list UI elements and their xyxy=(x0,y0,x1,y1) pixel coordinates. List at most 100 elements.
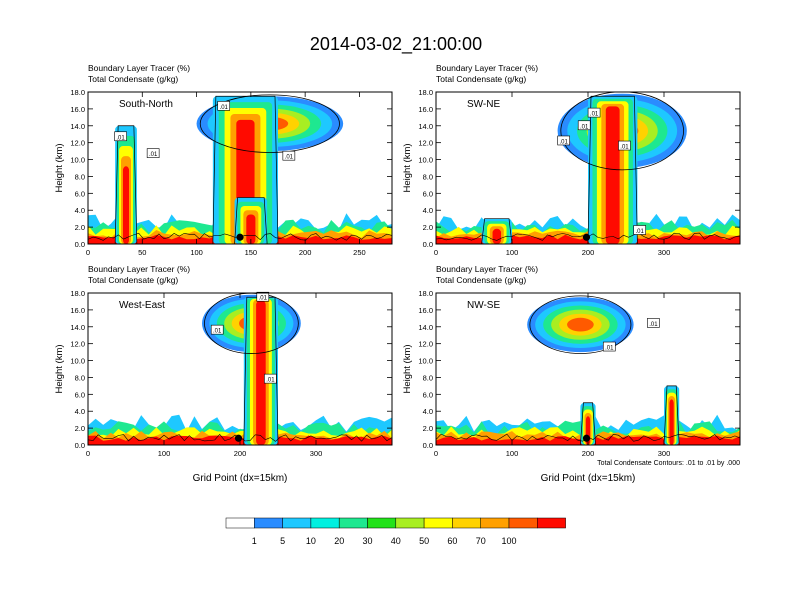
location-marker xyxy=(236,233,244,241)
y-tick-label: 0.0 xyxy=(75,441,85,450)
x-tick-label: 300 xyxy=(658,248,671,257)
colorbar-label: 100 xyxy=(501,536,516,546)
variable-2-label: Total Condensate (g/kg) xyxy=(88,275,178,285)
contour-label-box xyxy=(587,107,601,118)
y-tick-label: 16.0 xyxy=(70,105,85,114)
x-tick-label: 300 xyxy=(310,449,323,458)
variable-1-label: Boundary Layer Tracer (%) xyxy=(88,264,190,274)
plume-band xyxy=(605,106,620,244)
x-tick-label: 0 xyxy=(434,248,438,257)
contour-label: .01 xyxy=(116,135,125,141)
plume-band xyxy=(669,399,674,445)
colorbar-label: 70 xyxy=(476,536,486,546)
condensate-contour xyxy=(212,95,279,244)
contour-label: .01 xyxy=(590,112,599,118)
panel-nw-se: .01 .01 0.0 2.0 4.0 6.0 8.0 10.0 12.0 14.0 16.0 18.… xyxy=(402,264,741,484)
y-tick-label: 4.0 xyxy=(423,206,433,215)
condensate-contour xyxy=(560,92,684,171)
anvil-contour xyxy=(567,317,594,332)
x-tick-label: 200 xyxy=(299,248,312,257)
colorbar-label: 60 xyxy=(447,536,457,546)
contour-label-box xyxy=(146,148,160,158)
panel-label: West-East xyxy=(119,300,165,311)
contour-label: .01 xyxy=(266,378,275,384)
contour-label-box xyxy=(647,318,660,328)
location-marker xyxy=(582,233,591,241)
y-tick-label: 12.0 xyxy=(70,139,85,148)
contour-label-box xyxy=(557,135,570,146)
y-tick-label: 8.0 xyxy=(75,172,85,181)
contour-label-box xyxy=(602,341,616,352)
variable-2-label: Total Condensate (g/kg) xyxy=(436,275,526,285)
x-tick-label: 100 xyxy=(158,449,171,458)
x-tick-label: 300 xyxy=(658,449,671,458)
y-tick-label: 14.0 xyxy=(70,122,85,131)
y-tick-label: 10.0 xyxy=(418,357,433,366)
contour-label: .01 xyxy=(636,229,645,235)
y-tick-label: 18.0 xyxy=(70,88,85,97)
variable-1-label: Boundary Layer Tracer (%) xyxy=(436,264,538,274)
panel-west-east: .01 .01 .01 0.0 2.0 4.0 6.0 8.0 10.0 12.0 14.0 16.0… xyxy=(54,264,393,484)
y-tick-label: 4.0 xyxy=(423,407,433,416)
contour-label: .01 xyxy=(560,139,569,145)
contour-label-box xyxy=(210,324,224,335)
y-tick-label: 0.0 xyxy=(423,441,433,450)
contour-label-box xyxy=(577,120,591,131)
location-marker xyxy=(234,434,243,442)
condensate-contour xyxy=(199,94,340,153)
y-axis-label: Height (km) xyxy=(402,143,413,192)
y-tick-label: 6.0 xyxy=(75,189,85,198)
x-tick-label: 200 xyxy=(234,449,247,458)
plot-frame xyxy=(87,91,393,245)
contour-label: .01 xyxy=(605,346,614,352)
colorbar-swatch xyxy=(225,517,255,529)
condensate-contour xyxy=(663,385,680,445)
y-tick-label: 2.0 xyxy=(75,424,85,433)
x-tick-label: 100 xyxy=(506,248,519,257)
colorbar: 1 5 10 20 30 40 50 60 70 100 xyxy=(225,517,566,546)
x-tick-label: 200 xyxy=(582,248,595,257)
y-tick-label: 14.0 xyxy=(418,122,433,131)
colorbar-label: 1 xyxy=(252,536,257,546)
y-tick-label: 2.0 xyxy=(423,223,433,232)
y-tick-label: 10.0 xyxy=(418,156,433,165)
y-tick-label: 6.0 xyxy=(423,390,433,399)
x-tick-label: 0 xyxy=(86,248,90,257)
condensate-contour xyxy=(529,295,632,354)
contour-label-box xyxy=(618,140,631,151)
panel-label: SW-NE xyxy=(467,99,500,110)
y-tick-label: 18.0 xyxy=(418,88,433,97)
y-tick-label: 2.0 xyxy=(423,424,433,433)
contour-label-box xyxy=(114,131,127,142)
contour-label-box xyxy=(282,150,296,161)
panel-south-north: .01 .01 .01 .01 0.0 2.0 4.0 6.0 8.0 10.0 12.0 14.0 1… xyxy=(54,63,393,257)
y-tick-label: 8.0 xyxy=(75,373,85,382)
panel-label: South-North xyxy=(119,99,173,110)
colorbar-label: 30 xyxy=(362,536,372,546)
colorbar-swatch xyxy=(310,517,340,529)
variable-1-label: Boundary Layer Tracer (%) xyxy=(436,63,538,73)
x-axis-label: Grid Point (dx=15km) xyxy=(193,473,288,484)
x-tick-label: 0 xyxy=(434,449,438,458)
y-tick-label: 6.0 xyxy=(423,189,433,198)
y-tick-label: 18.0 xyxy=(70,289,85,298)
colorbar-swatch xyxy=(508,517,538,529)
y-tick-label: 16.0 xyxy=(418,105,433,114)
colorbar-swatch xyxy=(537,517,566,529)
y-tick-label: 4.0 xyxy=(75,206,85,215)
colorbar-label: 40 xyxy=(391,536,401,546)
y-tick-label: 4.0 xyxy=(75,407,85,416)
y-tick-label: 8.0 xyxy=(423,373,433,382)
plume-band xyxy=(246,214,256,244)
tracer-field xyxy=(88,94,392,244)
variable-1-label: Boundary Layer Tracer (%) xyxy=(88,63,190,73)
variable-2-label: Total Condensate (g/kg) xyxy=(436,74,526,84)
plume-band xyxy=(256,300,266,445)
colorbar-swatch xyxy=(480,517,510,529)
colorbar-swatch xyxy=(395,517,425,529)
colorbar-swatch xyxy=(367,517,397,529)
location-marker xyxy=(582,434,591,442)
y-tick-label: 0.0 xyxy=(423,240,433,249)
plume-band xyxy=(492,228,502,244)
